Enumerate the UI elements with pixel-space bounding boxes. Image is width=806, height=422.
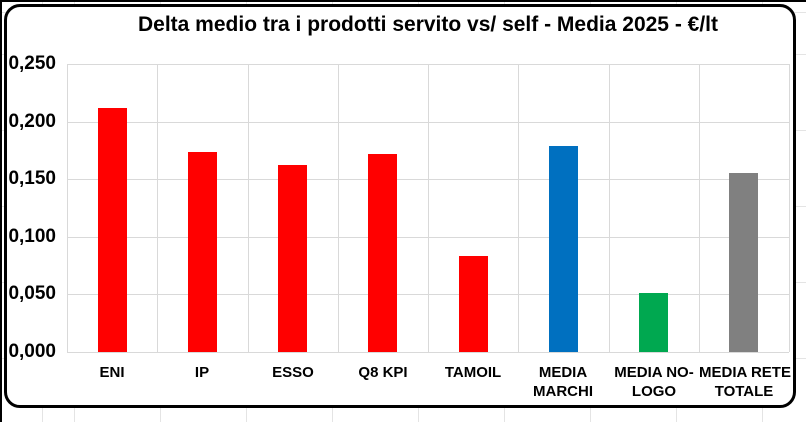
- bar-ip[interactable]: [188, 152, 217, 352]
- bar-media-no-logo[interactable]: [639, 293, 668, 352]
- bar-media-marchi[interactable]: [549, 146, 578, 352]
- bar-tamoil[interactable]: [459, 256, 488, 352]
- bar-q8-kpi[interactable]: [368, 154, 397, 352]
- bar-media-rete-totale[interactable]: [729, 173, 758, 352]
- plot-area: [67, 64, 790, 353]
- screen-left-edge-line: [0, 0, 2, 422]
- bar-esso[interactable]: [278, 165, 307, 352]
- screen-top-edge-line: [0, 0, 806, 2]
- bar-eni[interactable]: [98, 108, 127, 352]
